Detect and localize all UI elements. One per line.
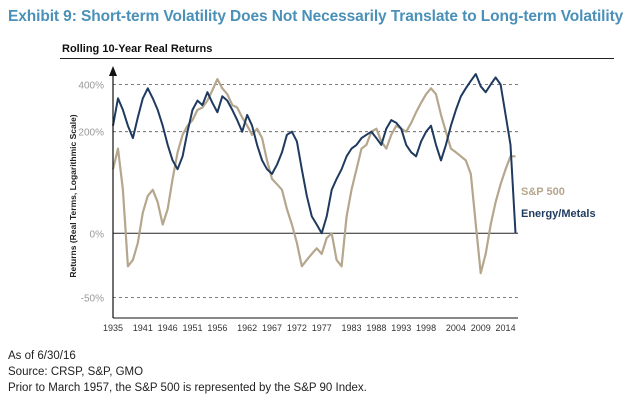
- as-of-note: As of 6/30/16: [8, 350, 76, 362]
- x-tick-label: 2004: [446, 323, 466, 333]
- series-line-energy-metals: [112, 73, 517, 235]
- sp90-note: Prior to March 1957, the S&P 500 is repr…: [8, 382, 367, 394]
- x-tick-label: 1988: [366, 323, 386, 333]
- y-tick-label: 0%: [90, 229, 105, 240]
- y-tick-label: 200%: [78, 128, 104, 139]
- x-tick-label: 1983: [342, 323, 362, 333]
- x-tick-label: 1993: [391, 323, 411, 333]
- x-tick-label: 2014: [496, 323, 516, 333]
- y-tick-labels: 400% 200% 0% -50%: [78, 80, 104, 304]
- x-tick-label: 1998: [416, 323, 436, 333]
- x-tick-label: 2009: [471, 323, 491, 333]
- x-tick-label: 1972: [287, 323, 307, 333]
- exhibit-title: Exhibit 9: Short-term Volatility Does No…: [8, 8, 624, 25]
- plot-series: [111, 73, 517, 275]
- x-tick-labels: 1935 1941 1946 1951 1956 1962 1967 1972 1977 1983…: [103, 323, 516, 333]
- x-tick-label: 1956: [207, 323, 227, 333]
- y-axis-label: Returns (Real Terms, Logarithmic Scale): [68, 114, 78, 277]
- chart-title: Rolling 10-Year Real Returns: [62, 43, 213, 55]
- x-tick-label: 1962: [237, 323, 257, 333]
- series-line-sp500: [111, 77, 516, 275]
- y-tick-label: -50%: [81, 293, 104, 304]
- title-rule: [60, 58, 614, 59]
- x-tick-label: 1977: [312, 323, 332, 333]
- legend-label-energy-metals: Energy/Metals: [521, 208, 596, 220]
- source-note: Source: CRSP, S&P, GMO: [8, 366, 144, 378]
- grid-lines: [113, 84, 518, 298]
- legend-label-sp500: S&P 500: [521, 186, 565, 198]
- y-tick-label: 400%: [78, 80, 104, 91]
- x-tick-label: 1951: [182, 323, 202, 333]
- x-tick-label: 1941: [133, 323, 153, 333]
- x-tick-label: 1935: [103, 323, 123, 333]
- x-tick-label: 1967: [262, 323, 282, 333]
- y-axis-arrow: [109, 66, 117, 76]
- x-tick-label: 1946: [158, 323, 178, 333]
